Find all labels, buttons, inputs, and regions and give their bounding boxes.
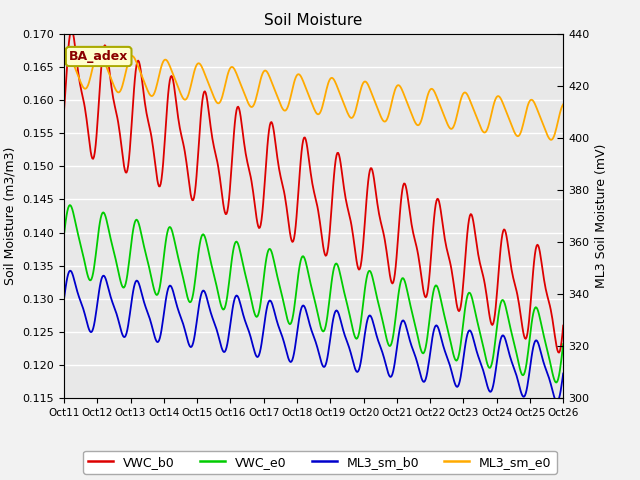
Legend: VWC_b0, VWC_e0, ML3_sm_b0, ML3_sm_e0: VWC_b0, VWC_e0, ML3_sm_b0, ML3_sm_e0 — [83, 451, 557, 474]
Y-axis label: Soil Moisture (m3/m3): Soil Moisture (m3/m3) — [4, 147, 17, 285]
Text: BA_adex: BA_adex — [69, 50, 129, 63]
Y-axis label: ML3 Soil Moisture (mV): ML3 Soil Moisture (mV) — [595, 144, 608, 288]
Title: Soil Moisture: Soil Moisture — [264, 13, 363, 28]
